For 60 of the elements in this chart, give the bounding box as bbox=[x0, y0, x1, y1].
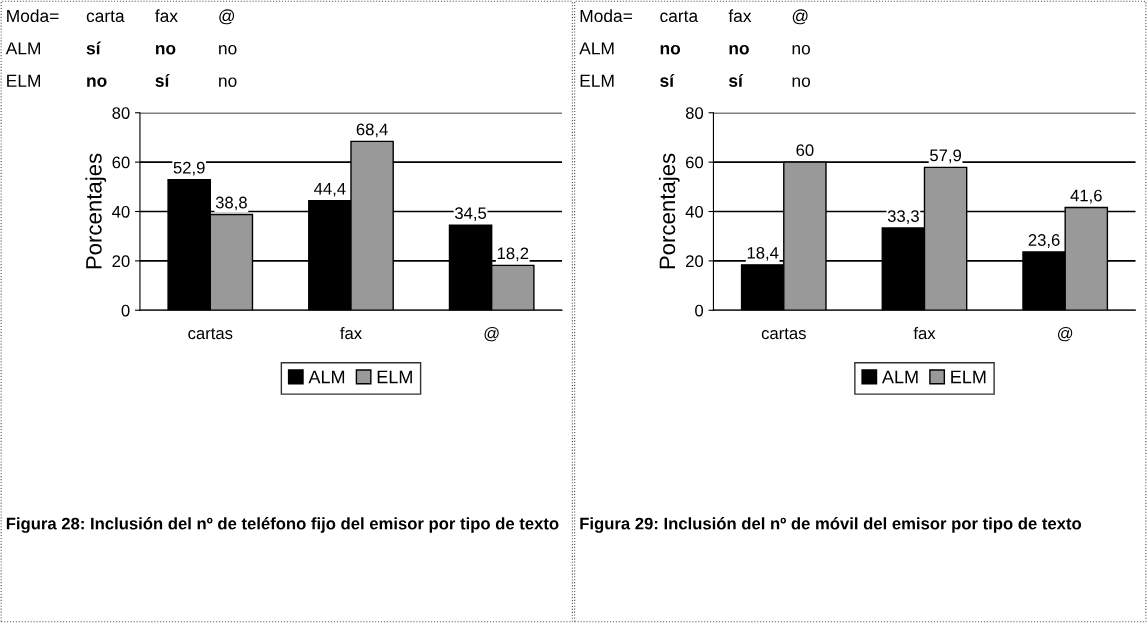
y-tick-label: 0 bbox=[695, 304, 704, 317]
text: no bbox=[219, 77, 237, 87]
y-tick-label: 60 bbox=[112, 156, 130, 169]
text: ALM bbox=[579, 42, 614, 55]
data-label: 68,4 bbox=[356, 123, 388, 138]
text: fax bbox=[728, 9, 752, 23]
data-label: 60 bbox=[796, 144, 814, 157]
text: no bbox=[792, 44, 811, 55]
data-label: 57,9 bbox=[930, 149, 962, 164]
legend-label: ELM bbox=[951, 370, 986, 384]
y-tick-label: 20 bbox=[112, 255, 130, 268]
text: ALM bbox=[5, 42, 41, 55]
y-axis-title: Porcentajes bbox=[658, 153, 680, 269]
text: sí bbox=[155, 73, 170, 87]
x-tick-label: fax bbox=[340, 326, 362, 340]
y-tick-label: 20 bbox=[686, 255, 704, 268]
y-tick-label: 80 bbox=[685, 107, 704, 119]
text: no bbox=[660, 44, 681, 55]
text: fax bbox=[155, 9, 178, 23]
data-label: 23,6 bbox=[1028, 234, 1060, 248]
text: no bbox=[219, 44, 237, 55]
legend-label: ALM bbox=[308, 370, 345, 384]
text: no bbox=[155, 44, 176, 55]
y-tick-label: 0 bbox=[121, 304, 130, 317]
data-label: 41,6 bbox=[1070, 189, 1102, 204]
x-tick-label: cartas bbox=[761, 328, 806, 340]
legend-label: ELM bbox=[377, 370, 412, 384]
text: sí bbox=[728, 73, 744, 87]
x-tick-label: @ bbox=[1058, 326, 1073, 342]
data-label: 44,4 bbox=[314, 182, 346, 197]
y-tick-label: 40 bbox=[112, 205, 130, 218]
legend-label: ALM bbox=[881, 370, 918, 384]
text: sí bbox=[660, 73, 675, 87]
text: sí bbox=[86, 41, 101, 55]
x-tick-label: cartas bbox=[188, 328, 233, 340]
y-tick-label: 60 bbox=[686, 156, 704, 169]
data-label: 33,3 bbox=[887, 210, 919, 224]
y-axis-title: Porcentajes bbox=[85, 153, 107, 269]
x-tick-label: @ bbox=[484, 326, 499, 342]
text: Figura 28: Inclusión del nº de teléfono fijo del emisor por tipo de texto bbox=[6, 517, 559, 533]
text: Moda= bbox=[7, 9, 59, 23]
text: carta bbox=[660, 10, 699, 23]
text: ELM bbox=[580, 74, 614, 87]
text: @ bbox=[792, 9, 808, 25]
y-tick-label: 80 bbox=[112, 107, 130, 119]
text: no bbox=[87, 77, 107, 87]
y-tick-label: 40 bbox=[685, 205, 704, 218]
data-label: 38,8 bbox=[215, 196, 247, 211]
text: Figura 29: Inclusión del nº de móvil del emisor por tipo de texto bbox=[580, 517, 1082, 533]
text: @ bbox=[219, 9, 235, 25]
text: ELM bbox=[7, 74, 41, 87]
text: no bbox=[792, 77, 811, 87]
text: carta bbox=[86, 10, 125, 23]
text: Moda= bbox=[580, 9, 632, 23]
data-label: 18,2 bbox=[497, 247, 529, 262]
data-label: 52,9 bbox=[173, 161, 205, 176]
text: no bbox=[729, 44, 749, 55]
data-label: 34,5 bbox=[454, 207, 487, 221]
data-label: 18,4 bbox=[747, 246, 779, 261]
x-tick-label: fax bbox=[913, 326, 936, 340]
